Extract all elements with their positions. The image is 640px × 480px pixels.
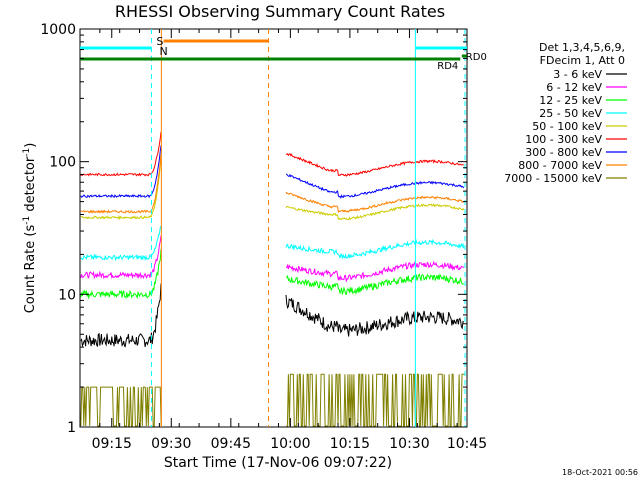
- series-line-pre: [80, 145, 162, 199]
- y-tick-label: 1: [67, 420, 76, 436]
- footer-timestamp: 18-Oct-2021 00:56: [562, 468, 638, 477]
- series-line: [286, 373, 465, 427]
- series-100-300kev: [80, 131, 464, 177]
- y-tick-label: 1000: [40, 22, 76, 38]
- chart-title: RHESSI Observing Summary Count Rates: [115, 2, 445, 21]
- x-tick-label: 09:45: [211, 436, 251, 452]
- series-line-post: [285, 203, 465, 221]
- legend-item-label: 12 - 25 keV: [539, 94, 602, 107]
- series-line-post: [285, 294, 465, 337]
- series-line-post: [285, 260, 465, 283]
- rd0-label: RD0: [466, 52, 487, 63]
- legend-item-label: 50 - 100 keV: [532, 120, 602, 133]
- saa-flag-label: S: [156, 35, 163, 48]
- x-tick-label: 10:00: [270, 436, 310, 452]
- legend-item-label: 3 - 6 keV: [553, 68, 602, 81]
- legend-item-label: 25 - 50 keV: [539, 107, 602, 120]
- x-axis-label: Start Time (17-Nov-06 09:07:22): [164, 455, 392, 471]
- series-25-50kev: [80, 225, 465, 262]
- x-tick-label: 09:30: [151, 436, 191, 452]
- series-50-100kev: [80, 160, 465, 221]
- rd4-label: RD4: [437, 61, 458, 72]
- x-tick-label: 10:45: [447, 436, 487, 452]
- series-line-pre: [80, 249, 162, 300]
- series-line-pre: [80, 235, 162, 280]
- legend-item-label: 6 - 12 keV: [546, 81, 602, 94]
- series-line-post: [285, 152, 464, 177]
- legend-item-label: 300 - 800 keV: [525, 146, 602, 159]
- night-flag-label: N: [160, 45, 168, 58]
- series-line-post: [285, 273, 465, 296]
- legend-header-detectors: Det 1,3,4,5,6,9,: [539, 41, 625, 54]
- legend-item-label: 7000 - 15000 keV: [504, 172, 602, 185]
- series-800-7000kev: [80, 154, 465, 214]
- marker-layer: SN RD4 RD0: [80, 29, 487, 427]
- series-line-post: [285, 191, 465, 214]
- x-tick-label: 10:30: [389, 436, 429, 452]
- series-line-pre: [80, 160, 162, 220]
- series-line-pre: [80, 131, 162, 177]
- series-300-800kev: [80, 145, 465, 199]
- axes-layer: 1 10 100 1000 09:15 09:30 09:45 10:00 10:15 10:30…: [40, 22, 487, 452]
- y-tick-label: 10: [58, 287, 76, 303]
- series-7000-15000kev: [80, 373, 465, 427]
- series-line-pre: [80, 154, 162, 214]
- legend-item-label: 800 - 7000 keV: [518, 159, 602, 172]
- series-layer: [80, 131, 465, 427]
- y-tick-label: 100: [49, 155, 76, 171]
- y-axis-label: Count Rate (s-1 detector-1): [22, 143, 38, 314]
- series-3-6kev: [80, 283, 465, 348]
- series-line-post: [285, 173, 465, 199]
- x-tick-label: 09:15: [92, 436, 132, 452]
- series-6-12kev: [80, 235, 465, 283]
- x-tick-label: 10:15: [330, 436, 370, 452]
- series-line: [80, 386, 162, 427]
- series-line-pre: [80, 283, 162, 348]
- legend: Det 1,3,4,5,6,9, FDecim 1, Att 0 3 - 6 k…: [504, 41, 627, 185]
- legend-header-fdecim: FDecim 1, Att 0: [540, 54, 625, 67]
- series-line-post: [285, 238, 465, 259]
- plot-area: [79, 28, 468, 428]
- legend-item-label: 100 - 300 keV: [525, 133, 602, 146]
- series-line-pre: [80, 225, 162, 262]
- series-12-25kev: [80, 249, 465, 300]
